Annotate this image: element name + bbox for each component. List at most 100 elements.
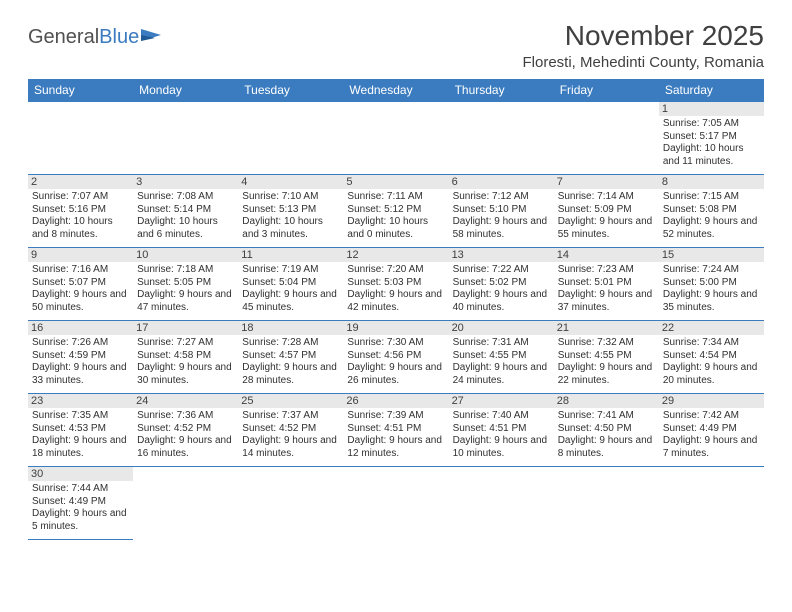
day-number: 21 [554, 321, 659, 335]
weekday-header: Friday [554, 79, 659, 102]
sunrise-line: Sunrise: 7:44 AM [32, 483, 129, 496]
logo: GeneralBlue [28, 20, 163, 49]
day-number: 8 [659, 175, 764, 189]
sunrise-line: Sunrise: 7:36 AM [137, 410, 234, 423]
sunset-line: Sunset: 5:17 PM [663, 131, 760, 144]
day-number: 27 [449, 394, 554, 408]
daylight-line: Daylight: 9 hours and 35 minutes. [663, 289, 760, 314]
calendar-row: 16Sunrise: 7:26 AMSunset: 4:59 PMDayligh… [28, 321, 764, 394]
sunset-line: Sunset: 5:03 PM [347, 277, 444, 290]
calendar-cell [449, 467, 554, 540]
calendar-cell: 10Sunrise: 7:18 AMSunset: 5:05 PMDayligh… [133, 248, 238, 321]
weekday-header: Saturday [659, 79, 764, 102]
sunset-line: Sunset: 4:58 PM [137, 350, 234, 363]
day-number: 18 [238, 321, 343, 335]
sunrise-line: Sunrise: 7:31 AM [453, 337, 550, 350]
day-number: 22 [659, 321, 764, 335]
calendar-cell: 21Sunrise: 7:32 AMSunset: 4:55 PMDayligh… [554, 321, 659, 394]
daylight-line: Daylight: 10 hours and 11 minutes. [663, 143, 760, 168]
sunset-line: Sunset: 4:57 PM [242, 350, 339, 363]
day-number: 4 [238, 175, 343, 189]
daylight-line: Daylight: 9 hours and 50 minutes. [32, 289, 129, 314]
sunset-line: Sunset: 5:16 PM [32, 204, 129, 217]
calendar-cell: 1Sunrise: 7:05 AMSunset: 5:17 PMDaylight… [659, 102, 764, 175]
calendar-row: 30Sunrise: 7:44 AMSunset: 4:49 PMDayligh… [28, 467, 764, 540]
calendar-cell [343, 467, 448, 540]
sunset-line: Sunset: 4:49 PM [663, 423, 760, 436]
weekday-header-row: Sunday Monday Tuesday Wednesday Thursday… [28, 79, 764, 102]
calendar-cell: 17Sunrise: 7:27 AMSunset: 4:58 PMDayligh… [133, 321, 238, 394]
sunrise-line: Sunrise: 7:32 AM [558, 337, 655, 350]
daylight-line: Daylight: 9 hours and 47 minutes. [137, 289, 234, 314]
calendar-cell: 25Sunrise: 7:37 AMSunset: 4:52 PMDayligh… [238, 394, 343, 467]
weekday-header: Tuesday [238, 79, 343, 102]
day-number: 28 [554, 394, 659, 408]
daylight-line: Daylight: 9 hours and 24 minutes. [453, 362, 550, 387]
title-block: November 2025 Floresti, Mehedinti County… [523, 20, 765, 71]
calendar-cell: 11Sunrise: 7:19 AMSunset: 5:04 PMDayligh… [238, 248, 343, 321]
sunrise-line: Sunrise: 7:14 AM [558, 191, 655, 204]
sunrise-line: Sunrise: 7:19 AM [242, 264, 339, 277]
calendar-row: 9Sunrise: 7:16 AMSunset: 5:07 PMDaylight… [28, 248, 764, 321]
calendar-cell: 24Sunrise: 7:36 AMSunset: 4:52 PMDayligh… [133, 394, 238, 467]
sunset-line: Sunset: 5:00 PM [663, 277, 760, 290]
sunrise-line: Sunrise: 7:42 AM [663, 410, 760, 423]
daylight-line: Daylight: 10 hours and 0 minutes. [347, 216, 444, 241]
sunrise-line: Sunrise: 7:39 AM [347, 410, 444, 423]
sunset-line: Sunset: 4:52 PM [242, 423, 339, 436]
sunset-line: Sunset: 5:08 PM [663, 204, 760, 217]
sunset-line: Sunset: 4:49 PM [32, 496, 129, 509]
daylight-line: Daylight: 9 hours and 26 minutes. [347, 362, 444, 387]
daylight-line: Daylight: 9 hours and 52 minutes. [663, 216, 760, 241]
calendar-page: GeneralBlue November 2025 Floresti, Mehe… [0, 0, 792, 560]
daylight-line: Daylight: 10 hours and 3 minutes. [242, 216, 339, 241]
calendar-cell: 23Sunrise: 7:35 AMSunset: 4:53 PMDayligh… [28, 394, 133, 467]
day-number: 23 [28, 394, 133, 408]
calendar-cell [133, 102, 238, 175]
calendar-cell: 15Sunrise: 7:24 AMSunset: 5:00 PMDayligh… [659, 248, 764, 321]
sunrise-line: Sunrise: 7:35 AM [32, 410, 129, 423]
day-number: 3 [133, 175, 238, 189]
daylight-line: Daylight: 9 hours and 16 minutes. [137, 435, 234, 460]
daylight-line: Daylight: 10 hours and 8 minutes. [32, 216, 129, 241]
calendar-cell: 5Sunrise: 7:11 AMSunset: 5:12 PMDaylight… [343, 175, 448, 248]
location: Floresti, Mehedinti County, Romania [523, 54, 765, 71]
sunrise-line: Sunrise: 7:15 AM [663, 191, 760, 204]
day-number: 10 [133, 248, 238, 262]
day-number: 9 [28, 248, 133, 262]
day-number: 29 [659, 394, 764, 408]
daylight-line: Daylight: 9 hours and 45 minutes. [242, 289, 339, 314]
day-number: 20 [449, 321, 554, 335]
sunset-line: Sunset: 4:55 PM [558, 350, 655, 363]
calendar-cell: 7Sunrise: 7:14 AMSunset: 5:09 PMDaylight… [554, 175, 659, 248]
daylight-line: Daylight: 9 hours and 8 minutes. [558, 435, 655, 460]
calendar-cell: 19Sunrise: 7:30 AMSunset: 4:56 PMDayligh… [343, 321, 448, 394]
sunrise-line: Sunrise: 7:40 AM [453, 410, 550, 423]
flag-icon [141, 26, 163, 49]
daylight-line: Daylight: 9 hours and 30 minutes. [137, 362, 234, 387]
calendar-cell: 20 Sunrise: 7:31 AMSunset: 4:55 PMDayligh… [449, 321, 554, 394]
sunset-line: Sunset: 5:02 PM [453, 277, 550, 290]
daylight-line: Daylight: 9 hours and 10 minutes. [453, 435, 550, 460]
calendar-cell: 28Sunrise: 7:41 AMSunset: 4:50 PMDayligh… [554, 394, 659, 467]
sunset-line: Sunset: 5:12 PM [347, 204, 444, 217]
calendar-body: 1Sunrise: 7:05 AMSunset: 5:17 PMDaylight… [28, 102, 764, 540]
month-title: November 2025 [523, 20, 765, 52]
sunset-line: Sunset: 4:52 PM [137, 423, 234, 436]
sunset-line: Sunset: 5:05 PM [137, 277, 234, 290]
day-number: 6 [449, 175, 554, 189]
sunrise-line: Sunrise: 7:37 AM [242, 410, 339, 423]
weekday-header: Thursday [449, 79, 554, 102]
sunset-line: Sunset: 4:55 PM [453, 350, 550, 363]
sunset-line: Sunset: 4:50 PM [558, 423, 655, 436]
sunrise-line: Sunrise: 7:22 AM [453, 264, 550, 277]
sunset-line: Sunset: 4:54 PM [663, 350, 760, 363]
day-number: 2 [28, 175, 133, 189]
calendar-table: Sunday Monday Tuesday Wednesday Thursday… [28, 79, 764, 540]
calendar-cell [28, 102, 133, 175]
sunset-line: Sunset: 4:51 PM [347, 423, 444, 436]
daylight-line: Daylight: 10 hours and 6 minutes. [137, 216, 234, 241]
sunset-line: Sunset: 5:01 PM [558, 277, 655, 290]
sunrise-line: Sunrise: 7:05 AM [663, 118, 760, 131]
sunrise-line: Sunrise: 7:26 AM [32, 337, 129, 350]
